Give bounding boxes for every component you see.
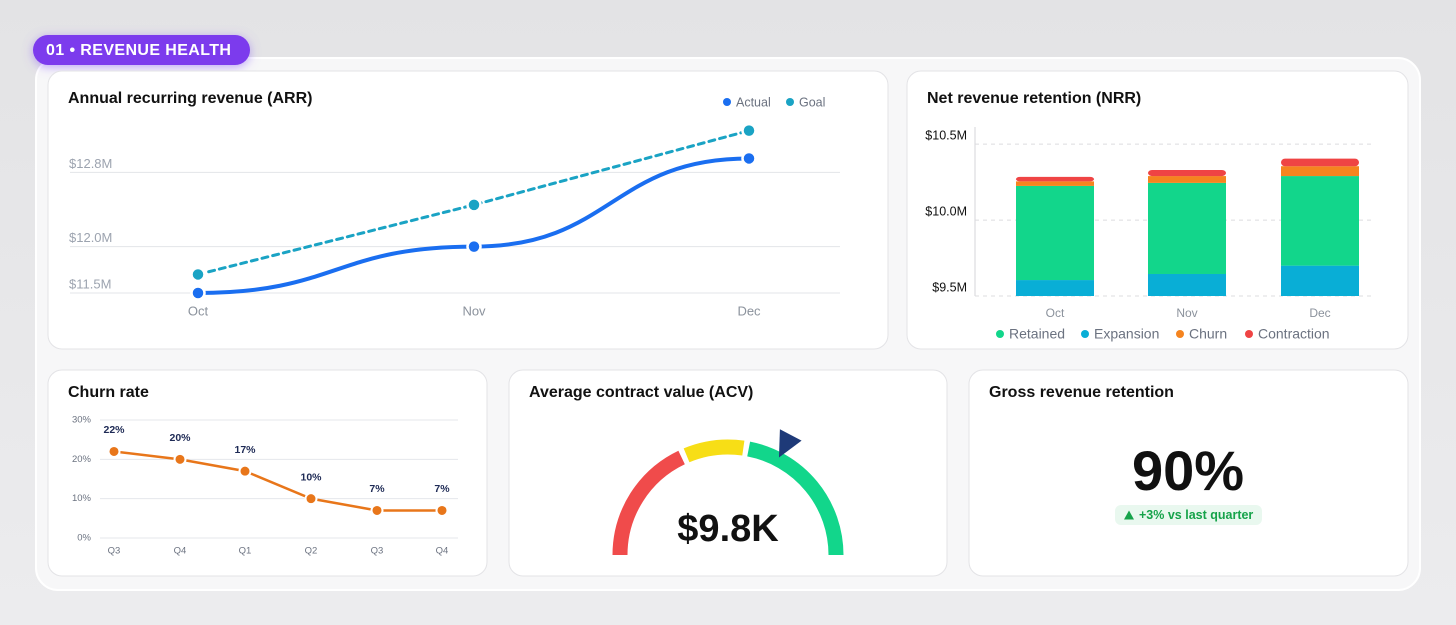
x-tick-label: Q4 — [436, 546, 449, 557]
x-tick-label: Nov — [1176, 306, 1197, 320]
card-title: Average contract value (ACV) — [529, 384, 753, 401]
bar-segment — [1281, 166, 1359, 177]
delta-arrow — [1124, 510, 1134, 520]
bar-segment — [1148, 169, 1226, 177]
y-tick-label: 20% — [72, 454, 92, 465]
data-point — [466, 197, 482, 213]
bar-segment — [1148, 182, 1226, 274]
legend-marker — [996, 330, 1004, 338]
kpi-value: 90% — [1132, 439, 1244, 502]
legend-marker — [1081, 330, 1089, 338]
data-label: 7% — [434, 483, 450, 495]
y-tick-label: $12.8M — [69, 156, 112, 171]
card — [47, 70, 889, 350]
card-title: Annual recurring revenue (ARR) — [68, 90, 312, 107]
card-title: Net revenue retention (NRR) — [927, 90, 1141, 107]
bar-segment — [1016, 185, 1094, 281]
data-point — [190, 266, 206, 283]
data-label: 22% — [103, 424, 125, 436]
x-tick-label: Dec — [1309, 306, 1330, 320]
delta-pill — [1115, 505, 1262, 525]
data-point — [238, 464, 252, 478]
data-point — [190, 285, 206, 301]
legend-marker — [786, 98, 794, 106]
y-tick-label: $10.0M — [925, 204, 967, 218]
data-point — [107, 444, 121, 458]
gauge-band — [612, 450, 685, 556]
bar-segment — [1148, 176, 1226, 183]
y-tick-label: 30% — [72, 415, 92, 426]
gauge-pointer — [778, 429, 802, 458]
section-badge-text: 01 • REVENUE HEALTH — [46, 42, 231, 59]
card — [968, 369, 1409, 577]
bar-segment — [1016, 176, 1094, 182]
bar-segment — [1281, 176, 1359, 266]
y-tick-label: $12.0M — [69, 230, 112, 245]
data-point — [173, 452, 187, 466]
bar-segment — [1281, 158, 1359, 167]
data-point — [741, 150, 757, 167]
card-title: Churn rate — [68, 384, 149, 401]
y-tick-label: $9.5M — [932, 280, 967, 294]
bar-segment — [1016, 181, 1094, 186]
bar-segment — [1281, 265, 1359, 296]
y-tick-label: 0% — [77, 533, 91, 544]
data-point — [370, 503, 384, 517]
data-point — [304, 492, 318, 506]
data-point — [435, 503, 449, 517]
legend-marker — [1245, 330, 1253, 338]
y-tick-label: $10.5M — [925, 128, 967, 142]
legend-marker — [1176, 330, 1184, 338]
x-tick-label: Q4 — [174, 546, 187, 557]
legend-label: Retained — [1009, 326, 1065, 342]
data-label: 10% — [300, 471, 322, 483]
data-point — [466, 238, 482, 255]
x-tick-label: Q3 — [108, 546, 121, 557]
x-tick-label: Q3 — [371, 546, 384, 557]
legend-label: Goal — [799, 95, 825, 109]
data-label: 17% — [234, 444, 256, 456]
data-label: 20% — [169, 432, 191, 444]
legend-label: Actual — [736, 95, 771, 109]
section-badge — [33, 35, 250, 65]
card-title: Gross revenue retention — [989, 384, 1174, 401]
data-point — [741, 122, 757, 139]
legend-label: Expansion — [1094, 326, 1159, 342]
x-tick-label: Q2 — [305, 546, 318, 557]
bar-segment — [1016, 280, 1094, 296]
x-tick-label: Oct — [188, 303, 209, 318]
legend-label: Churn — [1189, 326, 1227, 342]
legend-marker — [723, 98, 731, 106]
y-tick-label: $11.5M — [69, 276, 111, 291]
y-tick-label: 10% — [72, 493, 92, 504]
gauge-band — [747, 441, 844, 556]
x-tick-label: Q1 — [239, 546, 252, 557]
x-tick-label: Nov — [462, 303, 486, 318]
x-tick-label: Dec — [737, 303, 761, 318]
card — [47, 369, 488, 577]
series-line — [113, 450, 442, 512]
x-tick-label: Oct — [1046, 306, 1065, 320]
data-label: 7% — [369, 483, 385, 495]
legend-label: Contraction — [1258, 326, 1330, 342]
gauge-band — [683, 439, 745, 463]
gauge-value: $9.8K — [677, 508, 779, 550]
bar-segment — [1148, 273, 1226, 296]
delta-text: +3% vs last quarter — [1139, 508, 1253, 522]
